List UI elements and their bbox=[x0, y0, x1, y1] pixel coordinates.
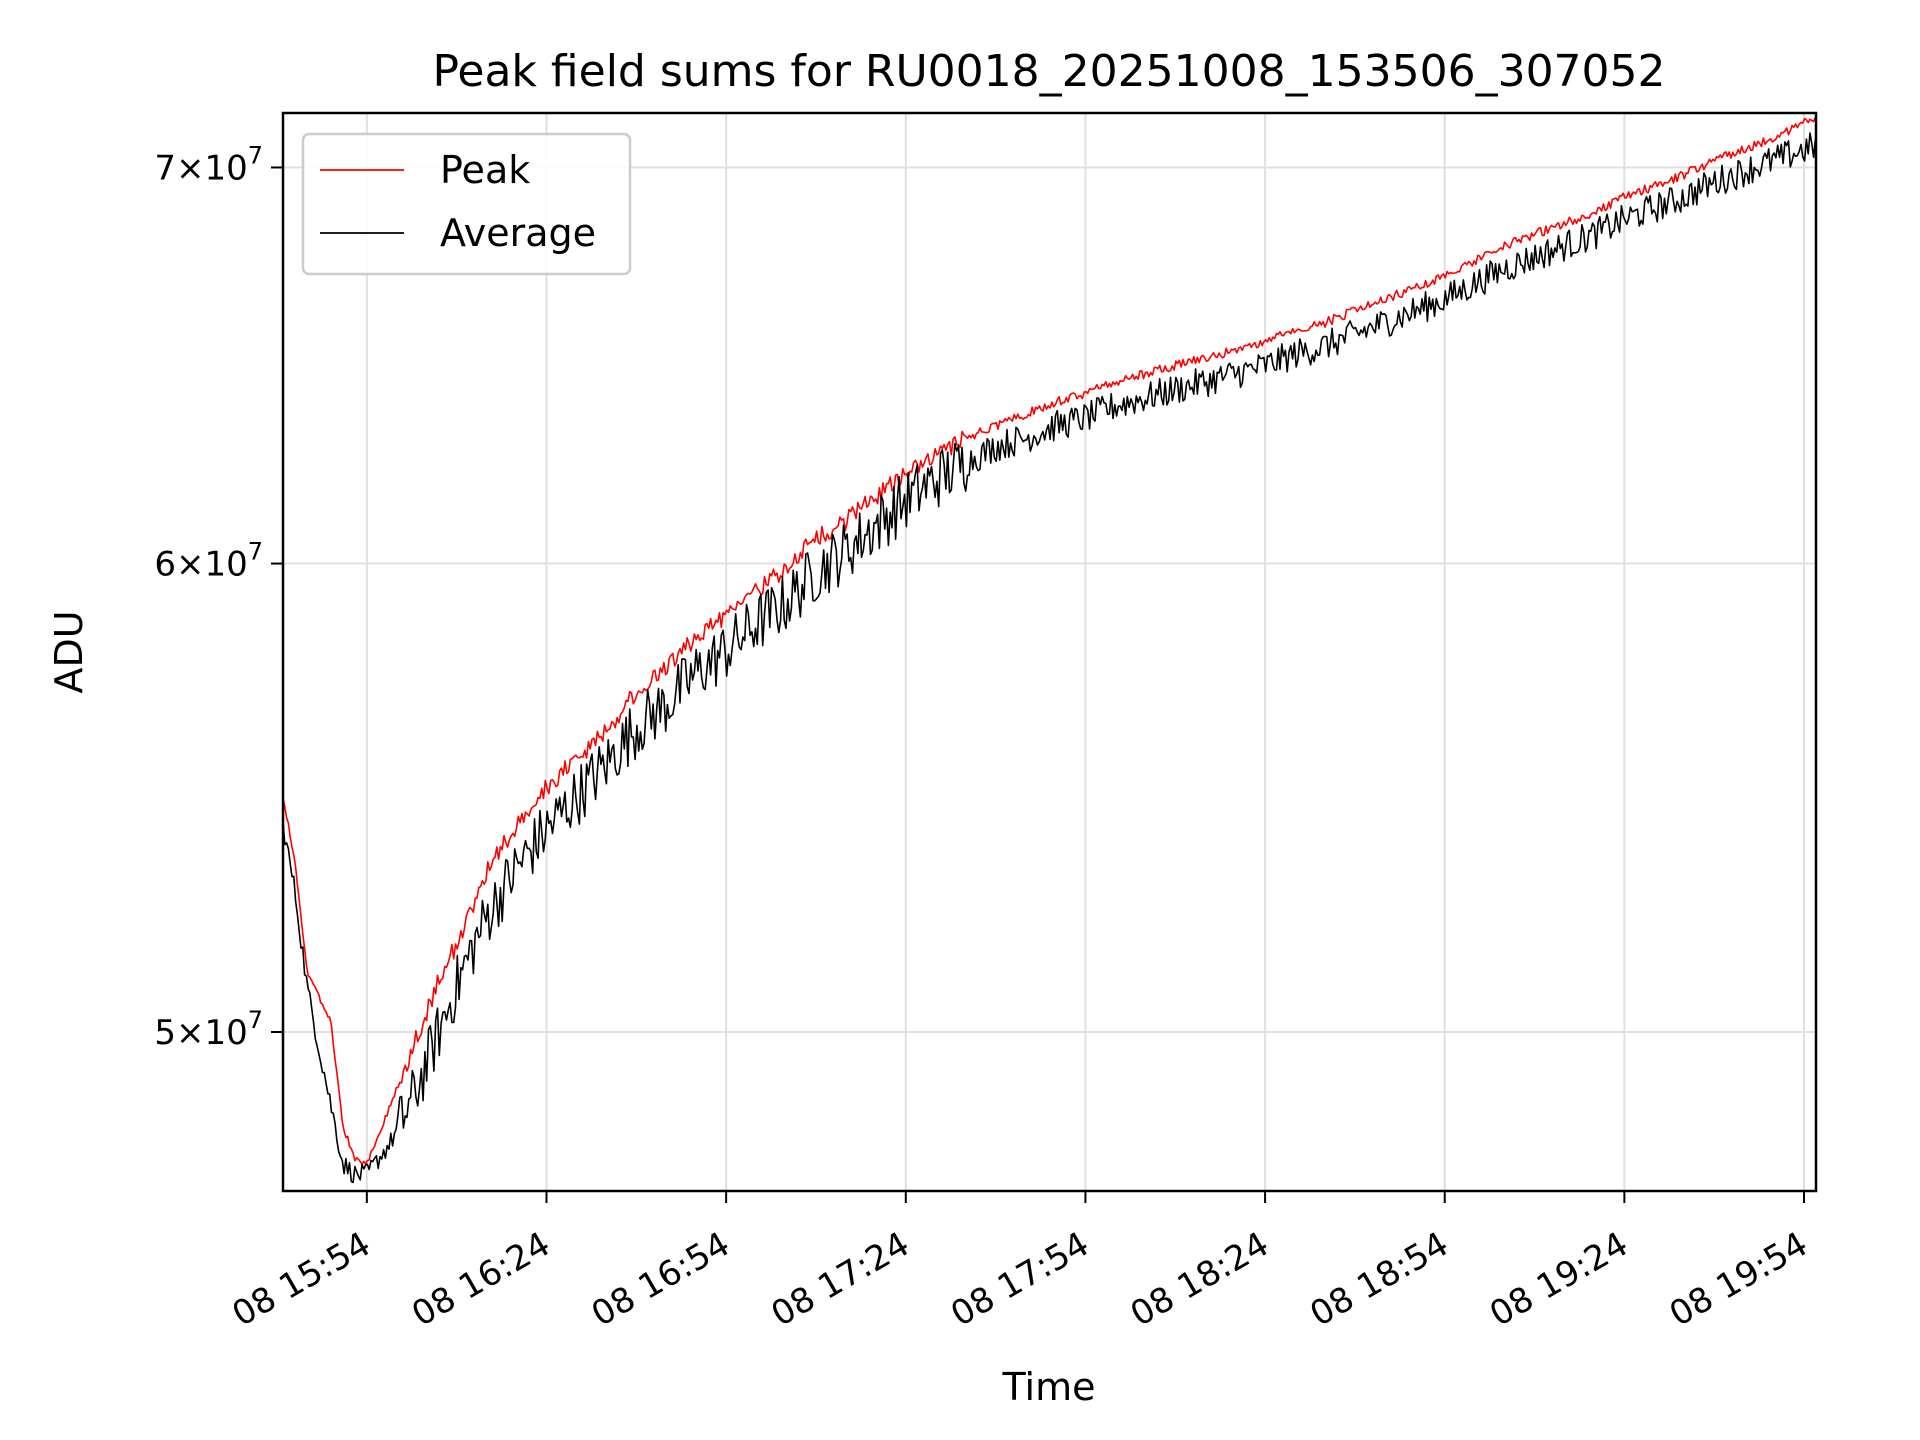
plot-area bbox=[283, 116, 1816, 1184]
y-tick-label: 5×107 bbox=[154, 1006, 263, 1053]
legend-box bbox=[301, 132, 632, 276]
y-tick-label: 6×107 bbox=[154, 538, 263, 585]
y-axis-ticks: 5×107 6×107 7×107 bbox=[154, 141, 283, 1053]
x-axis-label: Time bbox=[1002, 1365, 1096, 1409]
legend-peak-label: Peak bbox=[440, 148, 530, 192]
series-layer bbox=[283, 116, 1816, 1184]
y-tick-label: 7×107 bbox=[154, 141, 263, 188]
y-axis-label: ADU bbox=[47, 610, 91, 693]
chart-title: Peak field sums for RU0018_20251008_1535… bbox=[432, 46, 1665, 97]
legend: Peak Average bbox=[301, 132, 632, 276]
series-line-peak bbox=[283, 116, 1816, 1166]
legend-average-label: Average bbox=[440, 211, 596, 255]
axes-frame bbox=[281, 111, 1818, 1193]
series-line-average bbox=[283, 132, 1816, 1184]
